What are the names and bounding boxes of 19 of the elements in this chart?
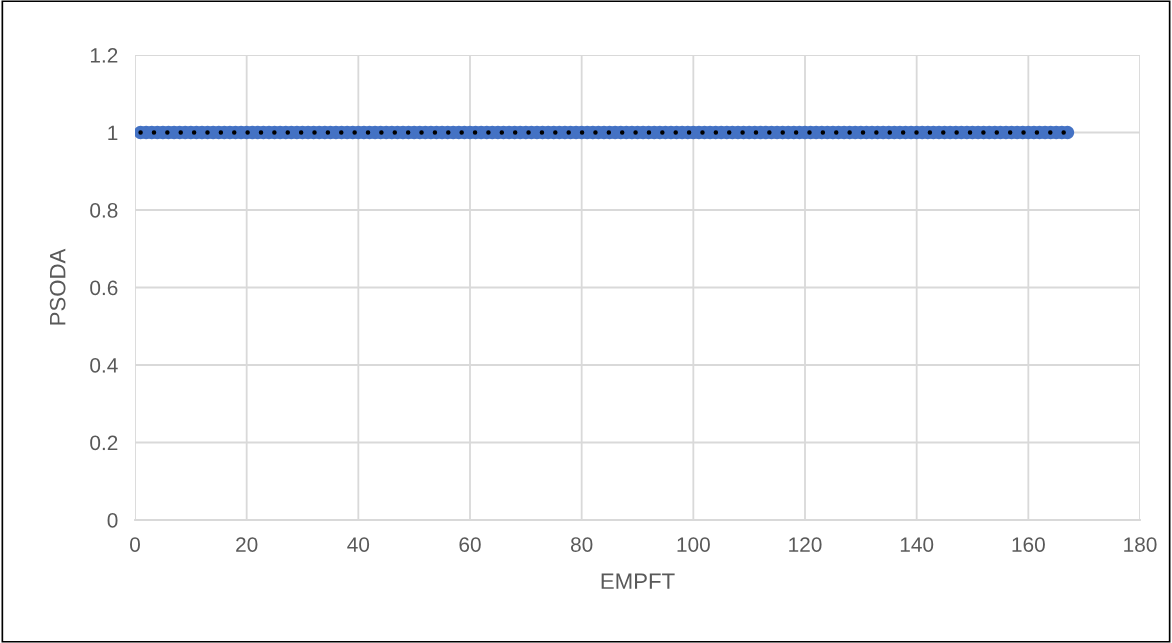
y-tick-label: 1.2 (90, 48, 118, 63)
x-tick-label: 100 (677, 537, 710, 552)
x-tick-label: 40 (347, 537, 370, 552)
y-tick-label: 1 (108, 125, 118, 141)
x-tick-label: 140 (900, 537, 934, 552)
y-tick-label: 0 (107, 513, 118, 528)
x-tick-label: 180 (1124, 537, 1157, 552)
x-tick-label: 160 (1012, 537, 1045, 552)
y-tick-label: 0.6 (90, 280, 118, 296)
y-tick-label: 0.4 (90, 358, 118, 373)
y-tick-label: 0.2 (90, 435, 118, 451)
x-tick-label: 0 (130, 537, 140, 552)
x-tick-label: 20 (236, 537, 258, 552)
y-axis-title: PSODA (49, 248, 66, 325)
x-tick-label: 60 (459, 537, 481, 552)
x-tick-label: 120 (789, 537, 822, 552)
x-axis-title: EMPFT (601, 573, 675, 589)
x-tick-label: 80 (570, 537, 593, 552)
y-tick-label: 0.8 (90, 203, 118, 218)
